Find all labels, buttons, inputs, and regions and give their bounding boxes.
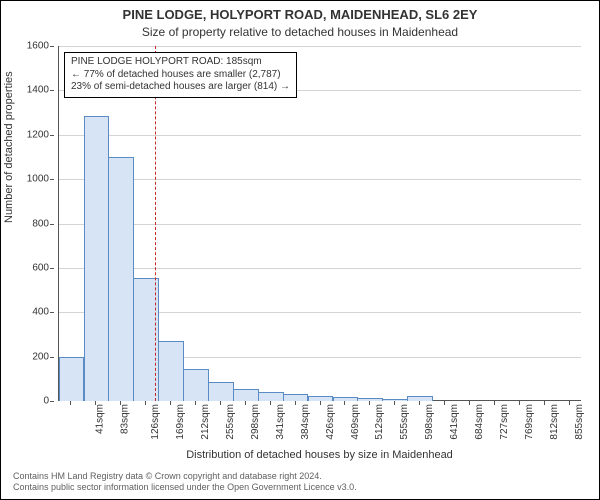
y-tick-label: 1400 [1, 85, 54, 96]
x-tick-label: 126sqm [150, 404, 161, 440]
chart-subtitle: Size of property relative to detached ho… [1, 25, 599, 39]
reference-line [155, 46, 156, 401]
x-tick-mark [320, 401, 321, 405]
x-tick-mark [494, 401, 495, 405]
x-tick-label: 855sqm [574, 404, 585, 440]
x-tick-mark [444, 401, 445, 405]
footer-line-2: Contains public sector information licen… [13, 482, 357, 493]
x-tick-mark [544, 401, 545, 405]
y-tick-mark [50, 401, 54, 402]
x-tick-label: 83sqm [120, 404, 131, 434]
x-tick-mark [170, 401, 171, 405]
y-tick-mark [50, 46, 54, 47]
y-axis-ticks: 02004006008001000120014001600 [1, 46, 54, 401]
x-tick-mark [344, 401, 345, 405]
y-tick-mark [50, 90, 54, 91]
y-tick-mark [50, 179, 54, 180]
plot-area: PINE LODGE HOLYPORT ROAD: 185sqm ← 77% o… [58, 46, 581, 401]
x-tick-label: 426sqm [325, 404, 336, 440]
x-tick-mark [469, 401, 470, 405]
y-tick-label: 0 [1, 396, 54, 407]
y-tick-label: 200 [1, 351, 54, 362]
x-tick-label: 384sqm [300, 404, 311, 440]
annotation-box: PINE LODGE HOLYPORT ROAD: 185sqm ← 77% o… [64, 52, 297, 98]
chart-container: PINE LODGE, HOLYPORT ROAD, MAIDENHEAD, S… [0, 0, 600, 500]
x-tick-label: 598sqm [424, 404, 435, 440]
y-tick-label: 800 [1, 218, 54, 229]
x-tick-label: 41sqm [95, 404, 106, 434]
histogram-bar [158, 341, 184, 401]
y-tick-mark [50, 268, 54, 269]
histogram-bars [58, 46, 581, 401]
y-tick-label: 400 [1, 307, 54, 318]
x-tick-label: 512sqm [374, 404, 385, 440]
x-tick-label: 255sqm [225, 404, 236, 440]
x-tick-mark [120, 401, 121, 405]
attribution-footer: Contains HM Land Registry data © Crown c… [13, 471, 357, 494]
annotation-line-3: 23% of semi-detached houses are larger (… [71, 81, 290, 94]
x-tick-label: 769sqm [524, 404, 535, 440]
x-axis-label: Distribution of detached houses by size … [58, 449, 581, 461]
annotation-line-2: ← 77% of detached houses are smaller (2,… [71, 69, 290, 82]
x-tick-mark [95, 401, 96, 405]
histogram-bar [108, 157, 134, 401]
x-tick-mark [569, 401, 570, 405]
footer-line-1: Contains HM Land Registry data © Crown c… [13, 471, 357, 482]
x-tick-label: 727sqm [499, 404, 510, 440]
y-tick-mark [50, 224, 54, 225]
chart-title: PINE LODGE, HOLYPORT ROAD, MAIDENHEAD, S… [1, 7, 599, 22]
x-tick-mark [394, 401, 395, 405]
x-tick-label: 169sqm [175, 404, 186, 440]
x-tick-label: 555sqm [399, 404, 410, 440]
y-tick-label: 1200 [1, 129, 54, 140]
histogram-bar [233, 389, 259, 401]
histogram-bar [183, 369, 209, 401]
x-tick-label: 641sqm [449, 404, 460, 440]
x-tick-label: 298sqm [250, 404, 261, 440]
histogram-bar [84, 116, 110, 401]
histogram-bar [258, 392, 284, 401]
x-tick-label: 469sqm [350, 404, 361, 440]
x-tick-mark [295, 401, 296, 405]
histogram-bar [59, 357, 85, 401]
x-tick-mark [270, 401, 271, 405]
x-tick-mark [369, 401, 370, 405]
histogram-bar [208, 382, 234, 401]
x-tick-label: 341sqm [275, 404, 286, 440]
x-tick-mark [220, 401, 221, 405]
x-tick-mark [195, 401, 196, 405]
y-tick-mark [50, 312, 54, 313]
y-tick-label: 600 [1, 262, 54, 273]
x-tick-mark [419, 401, 420, 405]
y-tick-mark [50, 357, 54, 358]
y-tick-label: 1000 [1, 174, 54, 185]
x-tick-mark [519, 401, 520, 405]
y-tick-label: 1600 [1, 41, 54, 52]
x-tick-mark [70, 401, 71, 405]
x-tick-label: 812sqm [549, 404, 560, 440]
x-tick-mark [245, 401, 246, 405]
y-tick-mark [50, 135, 54, 136]
x-tick-label: 684sqm [474, 404, 485, 440]
x-tick-label: 212sqm [200, 404, 211, 440]
annotation-line-1: PINE LODGE HOLYPORT ROAD: 185sqm [71, 56, 290, 69]
x-tick-mark [145, 401, 146, 405]
